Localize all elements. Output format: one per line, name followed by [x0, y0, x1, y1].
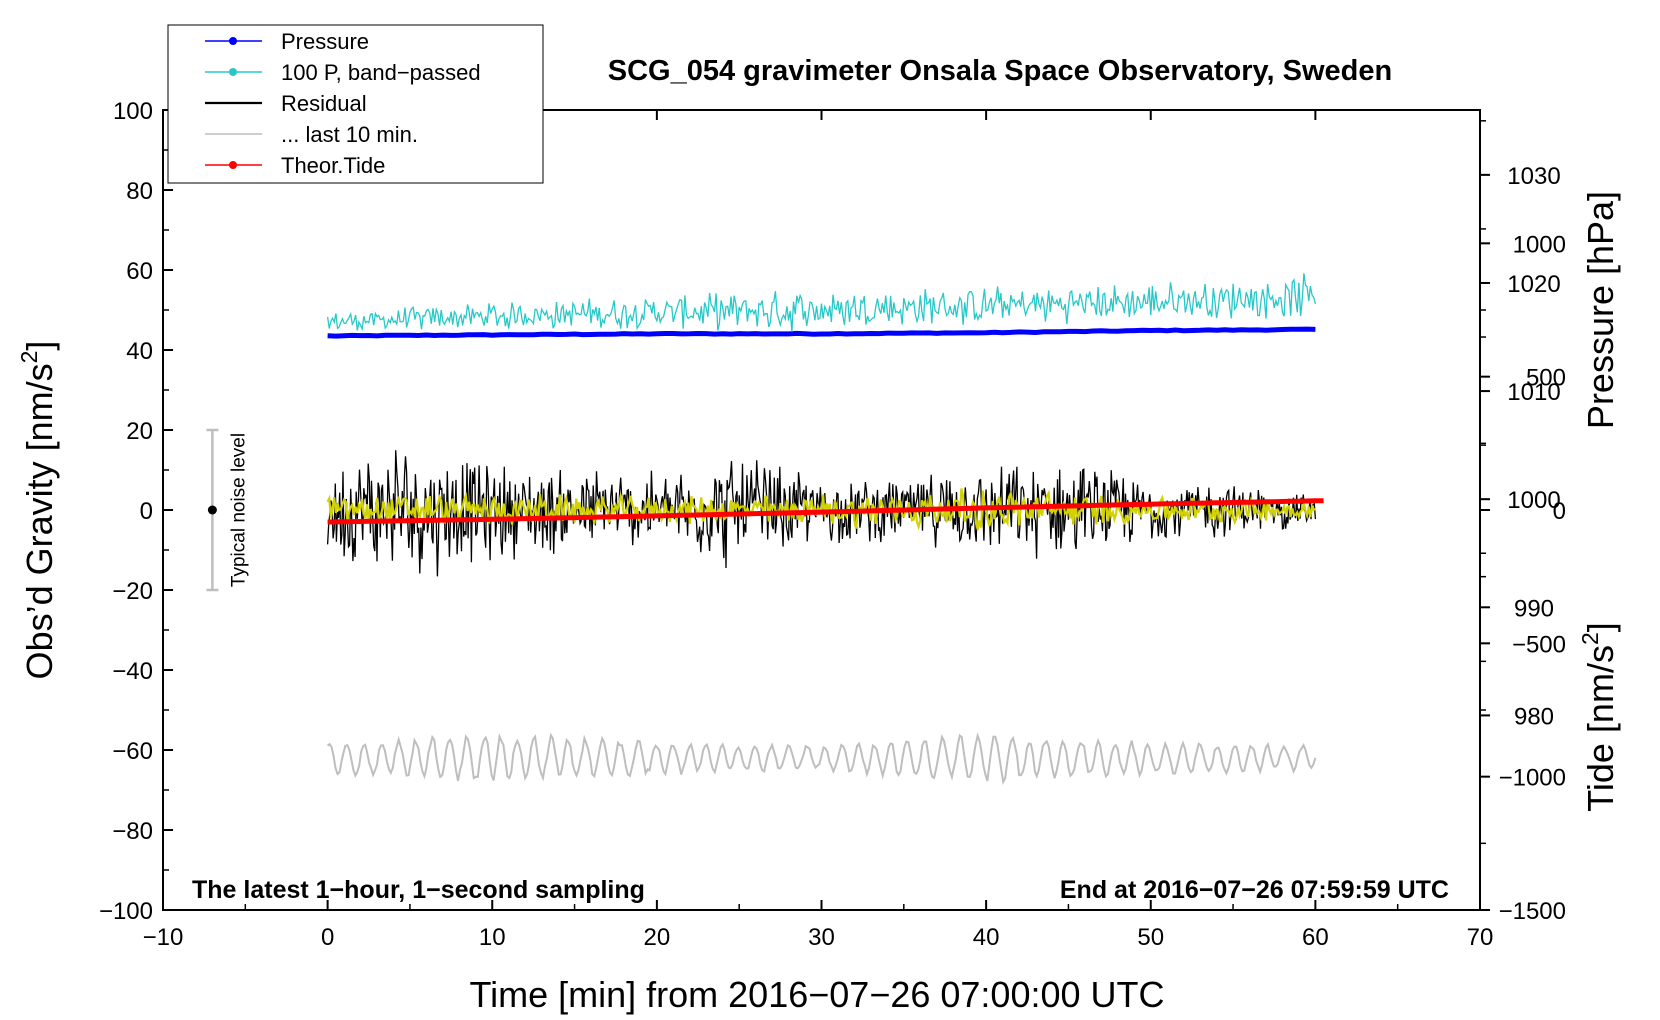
legend-label: ... last 10 min. [281, 122, 418, 147]
x-tick-label: 30 [808, 924, 835, 951]
pressure-tick-label: 1000 [1507, 487, 1560, 514]
tide-tick-label: −1500 [1499, 898, 1566, 925]
pressure-tick-label: 1020 [1507, 271, 1560, 298]
y-tick-label: −100 [99, 898, 153, 925]
y-tick-label: 20 [126, 418, 153, 445]
x-tick-label: 10 [479, 924, 506, 951]
noise-dot [207, 505, 217, 515]
x-tick-label: 40 [973, 924, 1000, 951]
pressure-axis-title: Pressure [hPa] [1580, 191, 1621, 429]
series-100-p-band-passed [326, 273, 1317, 332]
legend-swatch-marker [229, 68, 237, 76]
pressure-tick-label: 1010 [1507, 379, 1560, 406]
axis-ticks: −10 0 10 20 30 40 50 60 70−100−80−60−40−20020406… [99, 98, 1566, 951]
tide-tick-label: 0 [1553, 498, 1566, 525]
y-tick-label: 100 [113, 98, 153, 125]
y-tick-label: 80 [126, 178, 153, 205]
x-tick-label: 70 [1467, 924, 1494, 951]
y-tick-label: 0 [140, 498, 153, 525]
chart-title: SCG_054 gravimeter Onsala Space Observat… [608, 55, 1392, 87]
pressure-tick-label: 990 [1514, 595, 1554, 622]
x-tick-label: 20 [644, 924, 671, 951]
noise-indicator: Typical noise level [206, 428, 249, 592]
y-tick-label: −20 [112, 578, 153, 605]
tide-axis-title: Tide [nm/s2] [1577, 622, 1621, 812]
y-tick-label: 60 [126, 258, 153, 285]
tide-tick-label: 1000 [1513, 231, 1566, 258]
y-tick-label: −60 [112, 738, 153, 765]
series-theor-tide [327, 498, 1324, 525]
noise-label: Typical noise level [228, 433, 249, 587]
x-tick-label: 0 [321, 924, 334, 951]
legend-swatch-marker [229, 161, 237, 169]
x-axis-title: Time [min] from 2016−07−26 07:00:00 UTC [469, 974, 1164, 1015]
legend-swatch-marker [229, 37, 237, 45]
x-tick-label: −10 [143, 924, 184, 951]
pressure-tick-label: 980 [1514, 703, 1554, 730]
legend-label: Residual [281, 91, 367, 116]
legend-label: Theor.Tide [281, 153, 385, 178]
x-tick-label: 50 [1137, 924, 1164, 951]
x-tick-label: 60 [1302, 924, 1329, 951]
y-axis-title: Obs’d Gravity [nm/s2] [16, 341, 60, 680]
legend-label: 100 P, band−passed [281, 60, 481, 85]
pressure-tick-label: 1030 [1507, 163, 1560, 190]
note-right: End at 2016−07−26 07:59:59 UTC [1060, 876, 1449, 904]
note-left: The latest 1−hour, 1−second sampling [192, 876, 645, 904]
y-tick-label: −40 [112, 658, 153, 685]
series-layer [326, 273, 1324, 786]
y-tick-label: 40 [126, 338, 153, 365]
series-last-10-min [327, 732, 1317, 786]
tide-tick-label: −500 [1512, 631, 1566, 658]
series-pressure [327, 326, 1316, 339]
tide-tick-label: −1000 [1499, 765, 1566, 792]
y-tick-label: −80 [112, 818, 153, 845]
legend-label: Pressure [281, 29, 369, 54]
tide-tick-label: 500 [1526, 365, 1566, 392]
legend: Pressure 100 P, band−passed Residual ... la… [167, 24, 544, 184]
